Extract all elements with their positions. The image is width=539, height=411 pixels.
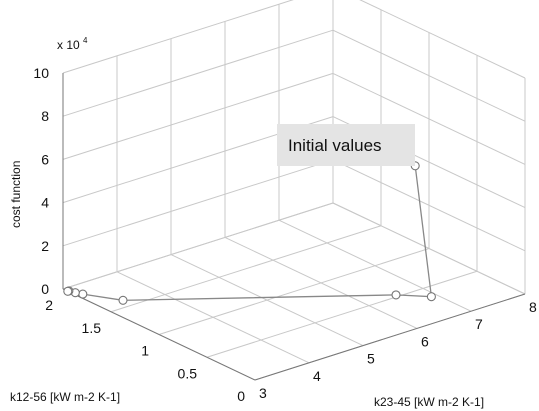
side-wall-gridline: [62, 72, 334, 160]
annotation-text: Initial values: [288, 136, 382, 155]
z-tick-label: 6: [41, 151, 49, 167]
z-tick-label: 2: [41, 238, 49, 254]
x-tick-label: 7: [475, 316, 483, 332]
z-tick-label: 10: [33, 65, 49, 81]
x-tick-label: 4: [313, 368, 321, 384]
back-wall-gridline: [332, 202, 526, 295]
annotation-callout: Initial values: [277, 124, 415, 166]
x-axis-line: [254, 293, 526, 381]
side-wall-gridline: [62, 202, 334, 290]
grid-layer: [62, 0, 526, 381]
y-axis-line: [62, 288, 256, 381]
floor-gridline: [110, 225, 382, 313]
side-wall-gridline: [62, 29, 334, 117]
data-point-marker: [426, 292, 436, 302]
back-wall-gridline: [332, 159, 526, 252]
y-tick-label: 1: [141, 343, 149, 359]
x-tick-label: 6: [421, 333, 429, 349]
axes-layer: [62, 73, 526, 381]
x-tick-label: 5: [367, 351, 375, 367]
x-tick-label: 8: [529, 299, 537, 315]
y-tick-label: 1.5: [82, 320, 102, 336]
z-exponent-label: x 10 4: [57, 36, 88, 52]
x-axis-label: k23-45 [kW m-2 K-1]: [374, 395, 484, 409]
x-tick-label: 3: [259, 385, 267, 401]
side-wall-gridline: [62, 159, 334, 247]
series-layer: [63, 161, 436, 305]
data-point-marker: [391, 290, 401, 300]
data-point-marker: [63, 286, 73, 296]
data-point-marker: [78, 289, 88, 299]
back-wall-gridline: [359, 0, 526, 79]
y-tick-label: 0.5: [178, 365, 198, 381]
floor-gridline: [158, 248, 430, 335]
z-exponent-power: 4: [83, 36, 88, 45]
side-wall-gridline: [62, 0, 294, 74]
floor-gridline: [206, 270, 478, 358]
y-tick-label: 2: [45, 297, 53, 313]
y-tick-label: 0: [237, 388, 245, 404]
back-wall-gridline: [332, 72, 526, 165]
z-tick-label: 4: [41, 195, 49, 211]
z-exponent-base: x 10: [57, 38, 80, 52]
z-tick-label: 0: [41, 281, 49, 297]
back-wall-gridline: [332, 29, 526, 122]
z-tick-label: 8: [41, 108, 49, 124]
z-axis-label: cost function: [9, 161, 23, 228]
data-point-marker: [118, 295, 128, 305]
annotation-box: [277, 124, 415, 166]
y-axis-label: k12-56 [kW m-2 K-1]: [10, 390, 120, 404]
